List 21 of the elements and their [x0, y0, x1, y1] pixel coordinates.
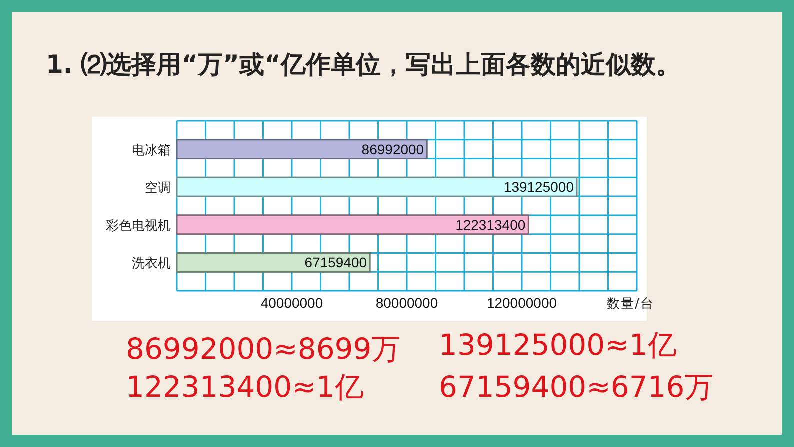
bar	[176, 252, 371, 273]
data-label: 122313400	[456, 216, 526, 233]
data-label: 86992000	[362, 141, 424, 158]
text: 122313400≈1亿	[126, 369, 364, 406]
x-tick-label: 80000000	[376, 295, 438, 311]
x-tick-label: 120000000	[486, 295, 558, 311]
x-tick-label: 40000000	[260, 295, 324, 311]
x-axis-title: 数量/台	[607, 297, 654, 312]
bar	[176, 139, 428, 160]
y-tick-label: 空调	[145, 181, 171, 196]
y-tick-label: 电冰箱	[132, 143, 171, 158]
text: 139125000≈1亿	[439, 327, 677, 364]
text: 86992000≈8699万	[126, 331, 401, 368]
y-tick-label: 彩色电视机	[106, 218, 171, 234]
data-label: 67159400	[304, 254, 368, 271]
bar	[176, 176, 578, 198]
text: 67159400≈6716万	[439, 369, 714, 406]
chart-title: 1. ⑵选择用“万”或“亿作单位，写出上面各数的近似数。	[46, 49, 682, 81]
data-label: 139125000	[504, 179, 574, 196]
bar	[176, 214, 530, 236]
y-tick-label: 洗衣机	[132, 256, 171, 272]
